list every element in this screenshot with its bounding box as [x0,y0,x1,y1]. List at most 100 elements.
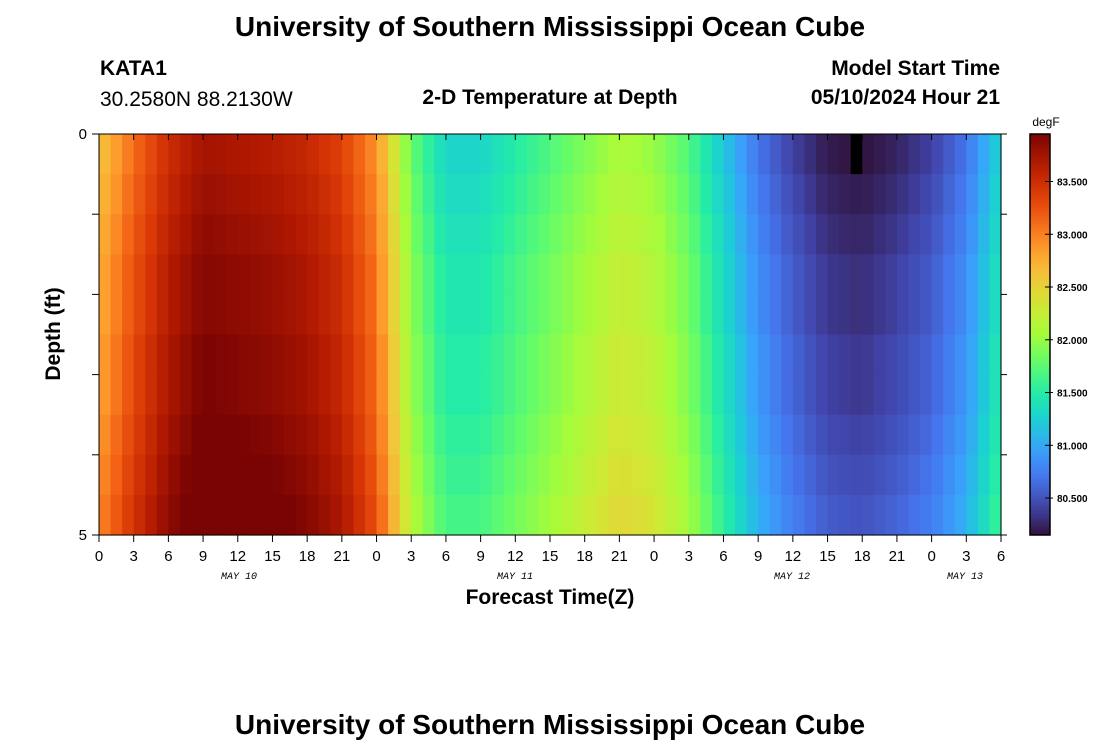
heatmap-cell [411,254,424,295]
heatmap-cell [492,254,505,295]
heatmap-cell [156,334,169,376]
heatmap-cell [434,334,447,376]
heatmap-cell [908,414,921,456]
heatmap-cell [376,454,389,496]
heatmap-cell [792,494,806,536]
heatmap-cell [758,134,771,175]
heatmap-cell [318,294,331,336]
heatmap-cell [110,214,123,255]
heatmap-cell [330,334,343,376]
heatmap-cell [156,134,169,175]
heatmap-cell [203,134,216,175]
heatmap-cell [445,174,459,215]
heatmap-cell [445,214,459,255]
heatmap-cell [815,334,829,376]
heatmap-cell [665,494,678,536]
x-tick-label: 6 [997,548,1005,565]
heatmap-cell [550,214,563,255]
heatmap-cell [318,414,331,456]
heatmap-cell [711,174,725,215]
heatmap-cell [792,254,806,295]
heatmap-cell [526,254,540,295]
heatmap-cell [469,294,482,336]
heatmap-cell [364,334,378,376]
heatmap-cell [850,214,863,255]
heatmap-cell [515,254,528,295]
heatmap-cell [168,214,181,255]
heatmap-cell [295,214,308,255]
heatmap-cell [422,294,435,336]
heatmap-cell [260,334,274,376]
heatmap-cell [214,454,227,496]
heatmap-cell [237,494,250,536]
heatmap-cell [630,414,644,456]
heatmap-cell [607,454,620,496]
heatmap-cell [908,134,921,175]
heatmap-cell [503,254,516,295]
heatmap-cell [422,454,435,496]
heatmap-cell [179,294,193,336]
heatmap-cell [469,454,482,496]
heatmap-cell [561,454,574,496]
heatmap-cell [99,174,112,215]
heatmap-cell [989,174,1002,215]
heatmap-cell [515,134,528,175]
heatmap-cell [885,254,898,295]
heatmap-cell [122,334,135,376]
heatmap-cell [515,214,528,255]
heatmap-cell [307,254,320,295]
heatmap-cell [364,254,378,295]
heatmap-cell [792,334,806,376]
heatmap-cell [168,254,181,295]
heatmap-cell [503,334,516,376]
heatmap-cell [920,254,933,295]
heatmap-cell [989,334,1002,376]
heatmap-cell [839,454,852,496]
x-tick-label: 12 [229,548,246,565]
heatmap-cell [735,294,748,336]
heatmap-cell [469,134,482,175]
heatmap-cell [966,134,979,175]
heatmap-cell [688,454,701,496]
heatmap-cell [411,294,424,336]
heatmap-cell [607,294,620,336]
heatmap-cell [896,414,910,456]
heatmap-cell [179,414,193,456]
heatmap-cell [700,294,713,336]
heatmap-cell [839,294,852,336]
heatmap-cell [330,374,343,416]
heatmap-cell [619,214,632,255]
heatmap-cell [781,494,794,536]
heatmap-cell [457,174,470,215]
heatmap-cell [469,494,482,536]
heatmap-cell [654,254,667,295]
heatmap-cell [457,294,470,336]
heatmap-cell [526,414,540,456]
heatmap-cell [966,254,979,295]
heatmap-cell [931,254,944,295]
heatmap-cell [272,214,285,255]
heatmap-cell [642,214,655,255]
heatmap-cell [330,134,343,175]
colorbar-unit: degF [1032,115,1059,129]
heatmap-cell [573,134,586,175]
heatmap-cell [781,334,794,376]
heatmap-cell [839,414,852,456]
heatmap-cell [110,454,123,496]
heatmap-cell [156,374,169,416]
heatmap-cell [781,294,794,336]
heatmap-cell [746,374,759,416]
heatmap-cell [711,294,725,336]
x-day-label: MAY 10 [221,572,257,583]
heatmap-cell [284,374,297,416]
heatmap-cell [607,254,620,295]
heatmap-cell [295,334,308,376]
heatmap-cell [804,494,817,536]
heatmap-cell [179,374,193,416]
heatmap-cell [445,294,459,336]
heatmap-cell [99,254,112,295]
heatmap-cell [145,454,158,496]
x-tick-label: 21 [334,548,351,565]
heatmap-cell [295,374,308,416]
heatmap-cell [850,174,863,215]
